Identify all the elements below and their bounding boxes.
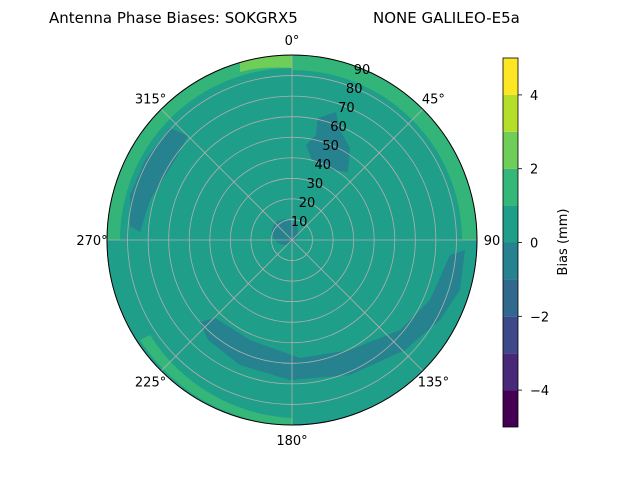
colorbar-band: [503, 316, 518, 354]
theta-tick-label: 270°: [76, 234, 107, 249]
positive-bias-region: [140, 335, 292, 425]
grid-spoke: [291, 108, 424, 241]
theta-tick-label: 315°: [135, 93, 166, 108]
colorbar-band: [503, 58, 518, 95]
r-tick-label: 60: [330, 120, 347, 135]
theta-tick-label: 0°: [285, 34, 300, 49]
theta-tick-label: 45°: [422, 93, 445, 108]
colorbar-tick-label: −4: [530, 384, 549, 399]
colorbar-band: [503, 205, 518, 243]
theta-tick-label: 180°: [276, 434, 307, 449]
positive-bias-region: [292, 55, 477, 240]
colorbar-band: [503, 390, 518, 427]
colorbar-label: Bias (mm): [556, 209, 571, 276]
polar-frame: [106, 54, 478, 426]
r-tick-label: 10: [291, 215, 308, 230]
colorbar-band: [503, 94, 518, 132]
negative-bias-region: [306, 112, 350, 172]
colorbar-tick-label: 4: [530, 89, 538, 104]
r-tick-label: 90: [354, 63, 371, 78]
polar-spokes: [107, 55, 477, 425]
r-tick-label: 20: [299, 196, 316, 211]
polar-plot-area: 10 20 30 40 50 60 70 80 90 0° 45° 90 135…: [76, 34, 500, 449]
chart-title-left: Antenna Phase Biases: SOKGRX5: [49, 9, 298, 27]
grid-spoke: [160, 108, 293, 241]
r-tick-label: 70: [338, 101, 355, 116]
colorbar-ticks: [518, 94, 522, 391]
theta-tick-label: 135°: [418, 375, 449, 390]
theta-tick-label: 225°: [135, 375, 166, 390]
colorbar: −4 −2 0 2 4 Bias (mm): [502, 57, 571, 428]
high-positive-bias-region: [240, 55, 292, 72]
theta-tick-label: 90: [484, 234, 501, 249]
colorbar-band: [503, 242, 518, 280]
positive-bias-region: [107, 55, 292, 240]
negative-bias-region: [272, 219, 298, 245]
colorbar-tick-label: 0: [530, 237, 538, 252]
colorbar-band: [503, 168, 518, 206]
colorbar-bands: [503, 58, 518, 427]
grid-spoke: [291, 239, 424, 372]
negative-bias-region: [200, 250, 465, 380]
r-tick-label: 50: [322, 139, 339, 154]
colorbar-tick-label: −2: [530, 310, 549, 325]
r-tick-label: 40: [314, 158, 331, 173]
r-tick-label: 30: [307, 177, 324, 192]
chart-title-right: NONE GALILEO-E5a: [373, 9, 520, 27]
negative-bias-region: [130, 128, 188, 232]
colorbar-band: [503, 353, 518, 391]
colorbar-band: [503, 131, 518, 169]
grid-spoke: [160, 239, 293, 372]
colorbar-tick-label: 2: [530, 163, 538, 178]
r-tick-label: 80: [346, 82, 363, 97]
colorbar-band: [503, 279, 518, 317]
